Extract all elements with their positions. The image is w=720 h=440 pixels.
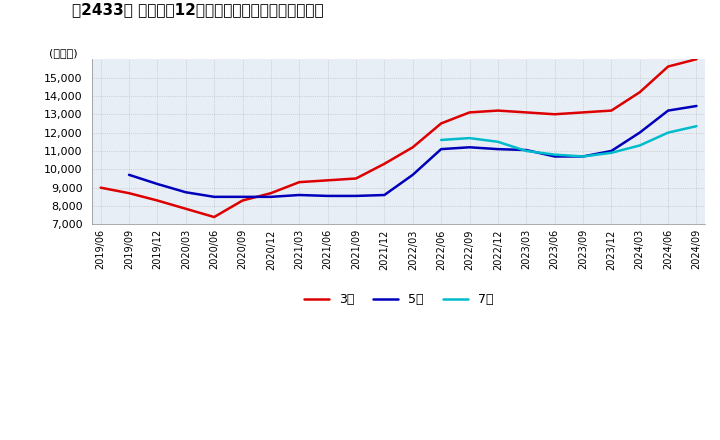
3年 [692,57,701,62]
3年 [153,198,162,203]
5年 [153,181,162,187]
7年 [493,139,502,144]
5年 [607,148,616,154]
7年 [664,130,672,135]
3年 [295,180,304,185]
3年 [636,90,644,95]
5年 [125,172,133,177]
7年 [465,136,474,141]
3年 [493,108,502,113]
3年 [266,191,275,196]
5年 [266,194,275,199]
Line: 5年: 5年 [129,106,696,197]
5年 [664,108,672,113]
5年 [522,147,531,153]
7年 [636,143,644,148]
5年 [465,145,474,150]
5年 [323,193,332,198]
7年 [692,124,701,129]
Text: 【2433】 経常利益12か月移動合計の標準偏差の推移: 【2433】 経常利益12か月移動合計の標準偏差の推移 [72,3,323,18]
5年 [692,103,701,109]
5年 [181,190,190,195]
Legend: 3年, 5年, 7年: 3年, 5年, 7年 [299,289,498,312]
3年 [323,178,332,183]
3年 [579,110,588,115]
3年 [437,121,446,126]
3年 [351,176,360,181]
3年 [210,214,218,220]
5年 [238,194,247,199]
3年 [238,198,247,203]
5年 [437,147,446,152]
5年 [295,192,304,198]
5年 [636,130,644,135]
5年 [493,147,502,152]
3年 [380,161,389,166]
7年 [579,154,588,159]
3年 [465,110,474,115]
5年 [579,154,588,159]
5年 [380,192,389,198]
3年 [550,112,559,117]
5年 [408,172,417,177]
Line: 7年: 7年 [441,126,696,157]
Line: 3年: 3年 [101,59,696,217]
3年 [96,185,105,191]
5年 [550,154,559,159]
Text: (百万円): (百万円) [49,48,78,58]
3年 [181,206,190,211]
3年 [664,64,672,69]
3年 [522,110,531,115]
7年 [437,137,446,143]
7年 [522,148,531,154]
7年 [550,152,559,157]
3年 [607,108,616,113]
7年 [607,150,616,155]
3年 [125,191,133,196]
3年 [408,145,417,150]
5年 [351,193,360,198]
5年 [210,194,218,199]
